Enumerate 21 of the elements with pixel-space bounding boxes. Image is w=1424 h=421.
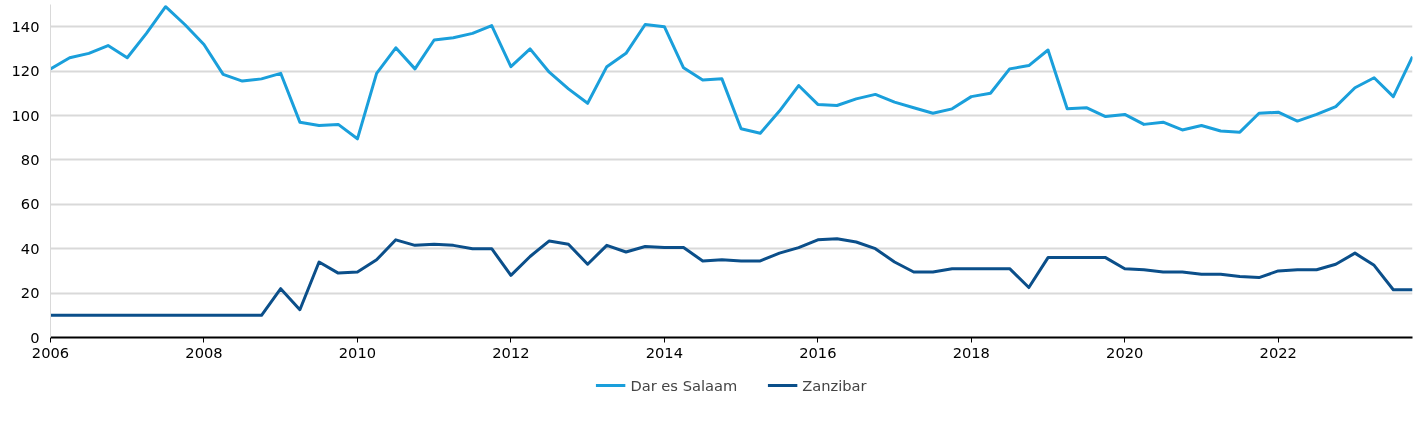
x-tick-label: 2006	[31, 343, 70, 361]
x-tick-label: 2010	[338, 343, 377, 361]
y-tick-label: 80	[20, 150, 40, 168]
x-tick-label: 2016	[799, 343, 837, 361]
line-series	[50, 5, 1413, 141]
y-tick-label: 120	[11, 62, 40, 80]
legend-label: Dar es Salaam	[630, 376, 738, 394]
x-tick-label: 2012	[492, 343, 530, 361]
y-tick-label: 60	[20, 195, 40, 213]
y-tick-label: 40	[20, 239, 40, 257]
y-tick-label: 140	[11, 17, 40, 35]
y-tick-label: 20	[20, 284, 40, 302]
y-tick-label: 0	[30, 328, 40, 346]
x-tick-label: 2014	[645, 343, 684, 361]
legend-label: Zanzibar	[802, 376, 867, 394]
x-tick-label: 2022	[1259, 343, 1297, 361]
x-tick-label: 2008	[185, 343, 223, 361]
y-tick-label: 100	[11, 106, 40, 124]
x-tick-label: 2018	[952, 343, 990, 361]
x-tick-label: 2020	[1106, 343, 1144, 361]
line-series	[50, 237, 1413, 317]
